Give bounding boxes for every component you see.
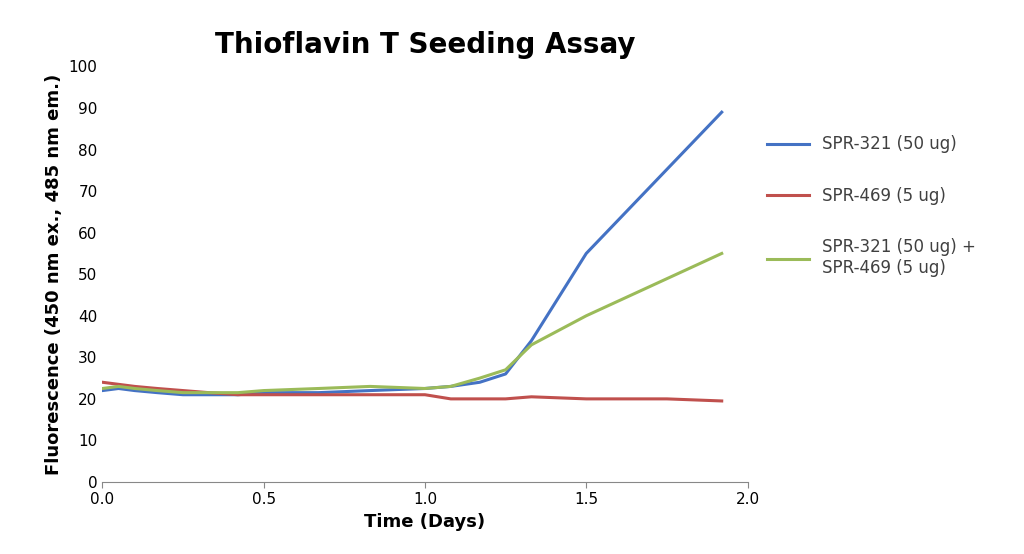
- SPR-321 (50 ug): [716, 109, 728, 116]
- SPR-321 (50 ug): [474, 379, 486, 386]
- SPR-321 (50 ug) +
SPR-469 (5 ug): [580, 312, 592, 319]
- SPR-469 (5 ug): [177, 387, 189, 394]
- X-axis label: Time (Days): Time (Days): [365, 513, 485, 531]
- SPR-321 (50 ug) +
SPR-469 (5 ug): [177, 389, 189, 396]
- SPR-321 (50 ug): [580, 250, 592, 257]
- SPR-321 (50 ug) +
SPR-469 (5 ug): [152, 387, 164, 394]
- SPR-469 (5 ug): [203, 389, 215, 396]
- Legend: SPR-321 (50 ug), SPR-469 (5 ug), SPR-321 (50 ug) +
SPR-469 (5 ug): SPR-321 (50 ug), SPR-469 (5 ug), SPR-321…: [761, 129, 983, 284]
- SPR-321 (50 ug) +
SPR-469 (5 ug): [129, 385, 141, 392]
- SPR-321 (50 ug): [177, 391, 189, 398]
- SPR-321 (50 ug) +
SPR-469 (5 ug): [474, 375, 486, 381]
- SPR-321 (50 ug): [419, 385, 431, 392]
- SPR-469 (5 ug): [96, 379, 109, 386]
- SPR-321 (50 ug) +
SPR-469 (5 ug): [525, 341, 538, 348]
- Line: SPR-321 (50 ug) +
SPR-469 (5 ug): SPR-321 (50 ug) + SPR-469 (5 ug): [102, 253, 722, 393]
- SPR-321 (50 ug) +
SPR-469 (5 ug): [312, 385, 325, 392]
- SPR-469 (5 ug): [129, 383, 141, 390]
- SPR-321 (50 ug): [444, 383, 457, 390]
- Y-axis label: Fluorescence (450 nm ex., 485 nm em.): Fluorescence (450 nm ex., 485 nm em.): [45, 74, 63, 475]
- SPR-321 (50 ug): [129, 387, 141, 394]
- SPR-321 (50 ug) +
SPR-469 (5 ug): [419, 385, 431, 392]
- SPR-321 (50 ug): [364, 387, 376, 394]
- SPR-321 (50 ug): [203, 391, 215, 398]
- SPR-469 (5 ug): [500, 396, 512, 402]
- SPR-321 (50 ug) +
SPR-469 (5 ug): [203, 389, 215, 396]
- SPR-469 (5 ug): [113, 381, 125, 388]
- SPR-469 (5 ug): [152, 385, 164, 392]
- SPR-321 (50 ug) +
SPR-469 (5 ug): [716, 250, 728, 257]
- Line: SPR-321 (50 ug): SPR-321 (50 ug): [102, 112, 722, 394]
- SPR-321 (50 ug): [500, 371, 512, 377]
- SPR-321 (50 ug) +
SPR-469 (5 ug): [444, 383, 457, 390]
- SPR-469 (5 ug): [258, 391, 270, 398]
- SPR-469 (5 ug): [444, 396, 457, 402]
- Title: Thioflavin T Seeding Assay: Thioflavin T Seeding Assay: [215, 30, 635, 59]
- SPR-321 (50 ug) +
SPR-469 (5 ug): [500, 367, 512, 373]
- SPR-321 (50 ug) +
SPR-469 (5 ug): [364, 383, 376, 390]
- SPR-469 (5 ug): [525, 393, 538, 400]
- SPR-321 (50 ug): [152, 389, 164, 396]
- SPR-469 (5 ug): [419, 391, 431, 398]
- SPR-469 (5 ug): [716, 398, 728, 404]
- Line: SPR-469 (5 ug): SPR-469 (5 ug): [102, 382, 722, 401]
- SPR-469 (5 ug): [474, 396, 486, 402]
- SPR-321 (50 ug): [113, 385, 125, 392]
- SPR-321 (50 ug): [231, 391, 244, 398]
- SPR-321 (50 ug) +
SPR-469 (5 ug): [231, 389, 244, 396]
- SPR-469 (5 ug): [231, 391, 244, 398]
- SPR-321 (50 ug): [96, 387, 109, 394]
- SPR-469 (5 ug): [580, 396, 592, 402]
- SPR-321 (50 ug): [312, 389, 325, 396]
- SPR-469 (5 ug): [364, 391, 376, 398]
- SPR-321 (50 ug): [258, 389, 270, 396]
- SPR-321 (50 ug) +
SPR-469 (5 ug): [258, 387, 270, 394]
- SPR-321 (50 ug) +
SPR-469 (5 ug): [96, 385, 109, 392]
- SPR-469 (5 ug): [660, 396, 673, 402]
- SPR-321 (50 ug) +
SPR-469 (5 ug): [113, 383, 125, 390]
- SPR-469 (5 ug): [312, 391, 325, 398]
- SPR-321 (50 ug): [525, 337, 538, 344]
